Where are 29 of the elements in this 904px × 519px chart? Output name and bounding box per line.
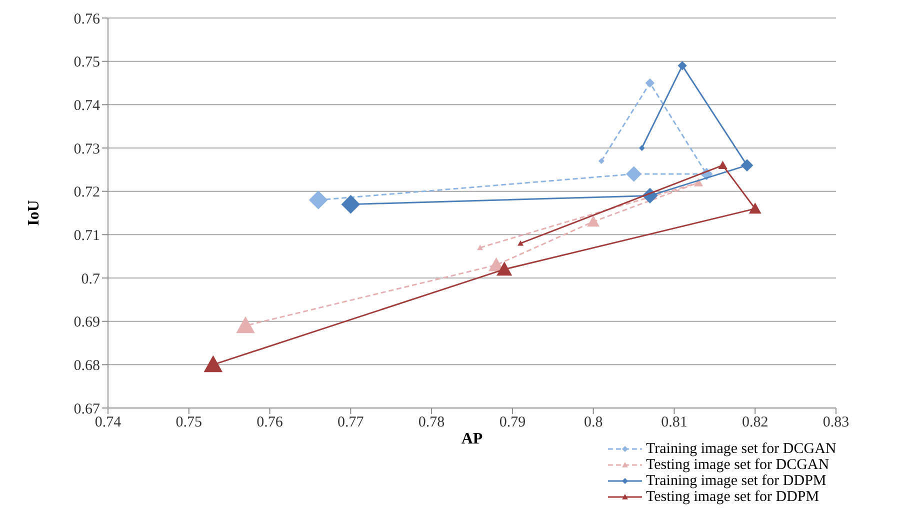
y-tick-label: 0.7	[81, 271, 100, 288]
y-tick-label: 0.75	[74, 54, 100, 71]
point	[587, 215, 600, 227]
x-tick-label: 0.75	[176, 414, 202, 431]
x-tick-label: 0.74	[94, 414, 122, 431]
point	[748, 202, 762, 214]
x-tick-label: 0.78	[418, 414, 445, 431]
x-axis-title: AP	[461, 430, 483, 448]
x-tick-label: 0.76	[256, 414, 284, 431]
y-tick-label: 0.76	[74, 11, 100, 28]
point	[740, 159, 754, 172]
x-tick-label: 0.79	[499, 414, 526, 431]
y-tick-label: 0.72	[74, 184, 100, 201]
legend-label: Testing image set for DCGAN	[646, 457, 830, 473]
y-tick-label: 0.71	[74, 228, 100, 244]
x-tick-label: 0.82	[742, 414, 768, 431]
y-tick-label: 0.69	[74, 314, 100, 331]
y-tick-label: 0.74	[74, 98, 100, 114]
y-tick-label: 0.73	[74, 141, 100, 158]
x-tick-label: 0.81	[661, 414, 688, 431]
x-tick-label: 0.8	[584, 414, 603, 431]
y-tick-label: 0.68	[74, 358, 100, 374]
y-tick-label: 0.67	[74, 401, 100, 418]
y-axis-title: IoU	[26, 200, 43, 226]
x-tick-label: 0.77	[338, 414, 364, 431]
legend-label: Training image set for DDPM	[646, 473, 826, 489]
legend-label: Training image set for DCGAN	[646, 441, 836, 457]
legend-label: Testing image set for DDPM	[646, 489, 820, 505]
x-tick-label: 0.83	[822, 414, 850, 431]
